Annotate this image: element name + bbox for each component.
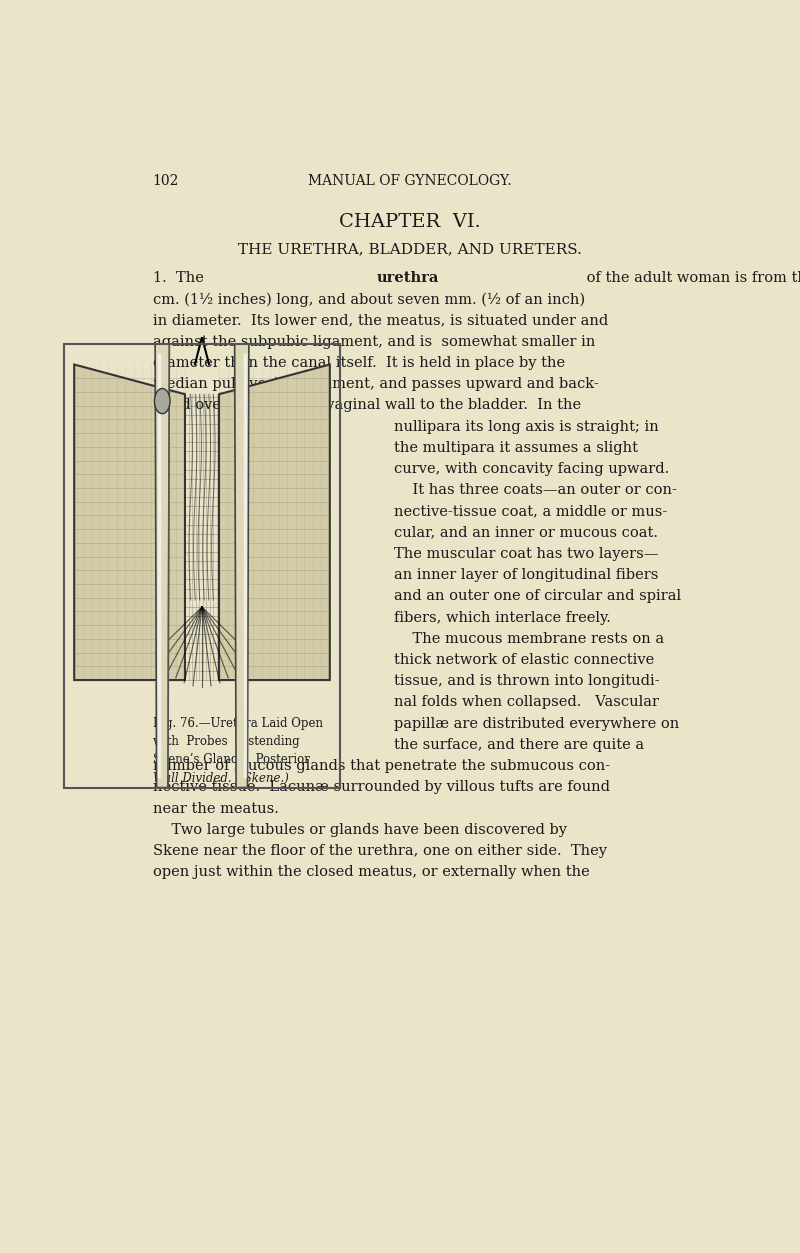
Text: nective tissue.  Lacunæ surrounded by villous tufts are found: nective tissue. Lacunæ surrounded by vil… xyxy=(153,781,610,794)
Text: of the adult woman is from three to five: of the adult woman is from three to five xyxy=(582,271,800,284)
Text: It has three coats—an outer or con-: It has three coats—an outer or con- xyxy=(394,484,678,497)
Text: nal folds when collapsed.   Vascular: nal folds when collapsed. Vascular xyxy=(394,695,659,709)
Text: near the meatus.: near the meatus. xyxy=(153,802,278,816)
Text: 1.  The: 1. The xyxy=(153,271,208,284)
Text: an inner layer of longitudinal fibers: an inner layer of longitudinal fibers xyxy=(394,568,659,583)
Text: cm. (1½ inches) long, and about seven mm. (½ of an inch): cm. (1½ inches) long, and about seven mm… xyxy=(153,292,585,307)
Text: 102: 102 xyxy=(153,174,179,188)
Text: Skene near the floor of the urethra, one on either side.  They: Skene near the floor of the urethra, one… xyxy=(153,845,606,858)
Text: fibers, which interlace freely.: fibers, which interlace freely. xyxy=(394,610,611,624)
Text: Wall Divided.  (Skene.): Wall Divided. (Skene.) xyxy=(153,772,289,784)
Text: tissue, and is thrown into longitudi-: tissue, and is thrown into longitudi- xyxy=(394,674,660,688)
Text: nullipara its long axis is straight; in: nullipara its long axis is straight; in xyxy=(394,420,659,434)
Text: the multipara it assumes a slight: the multipara it assumes a slight xyxy=(394,441,638,455)
Text: cular, and an inner or mucous coat.: cular, and an inner or mucous coat. xyxy=(394,526,658,540)
Text: with  Probes  Distending: with Probes Distending xyxy=(153,736,299,748)
Polygon shape xyxy=(234,343,249,788)
Text: against the subpubic ligament, and is  somewhat smaller in: against the subpubic ligament, and is so… xyxy=(153,335,595,348)
Text: papillæ are distributed everywhere on: papillæ are distributed everywhere on xyxy=(394,717,680,730)
Text: median pubovesical ligament, and passes upward and back-: median pubovesical ligament, and passes … xyxy=(153,377,598,391)
Text: nective-tissue coat, a middle or mus-: nective-tissue coat, a middle or mus- xyxy=(394,505,668,519)
Text: number of mucous glands that penetrate the submucous con-: number of mucous glands that penetrate t… xyxy=(153,759,610,773)
Text: MANUAL OF GYNECOLOGY.: MANUAL OF GYNECOLOGY. xyxy=(308,174,512,188)
Text: in diameter.  Its lower end, the meatus, is situated under and: in diameter. Its lower end, the meatus, … xyxy=(153,313,608,327)
Text: CHAPTER  VI.: CHAPTER VI. xyxy=(339,213,481,231)
Text: The muscular coat has two layers—: The muscular coat has two layers— xyxy=(394,546,659,561)
Text: ward over the anterior vaginal wall to the bladder.  In the: ward over the anterior vaginal wall to t… xyxy=(153,398,581,412)
Text: THE URETHRA, BLADDER, AND URETERS.: THE URETHRA, BLADDER, AND URETERS. xyxy=(238,242,582,256)
Text: Skene’s Glands.  Posterior: Skene’s Glands. Posterior xyxy=(153,753,310,767)
Polygon shape xyxy=(74,365,185,680)
Text: Two large tubules or glands have been discovered by: Two large tubules or glands have been di… xyxy=(153,823,566,837)
Text: diameter than the canal itself.  It is held in place by the: diameter than the canal itself. It is he… xyxy=(153,356,565,370)
Circle shape xyxy=(154,388,170,413)
Text: curve, with concavity facing upward.: curve, with concavity facing upward. xyxy=(394,462,670,476)
Text: the surface, and there are quite a: the surface, and there are quite a xyxy=(394,738,645,752)
Text: thick network of elastic connective: thick network of elastic connective xyxy=(394,653,654,667)
Text: urethra: urethra xyxy=(377,271,439,284)
Text: Fig. 76.—Urethra Laid Open: Fig. 76.—Urethra Laid Open xyxy=(153,717,322,729)
Text: and an outer one of circular and spiral: and an outer one of circular and spiral xyxy=(394,589,682,604)
Text: open just within the closed meatus, or externally when the: open just within the closed meatus, or e… xyxy=(153,866,590,880)
Polygon shape xyxy=(155,343,170,788)
Text: The mucous membrane rests on a: The mucous membrane rests on a xyxy=(394,632,665,645)
Polygon shape xyxy=(219,365,330,680)
